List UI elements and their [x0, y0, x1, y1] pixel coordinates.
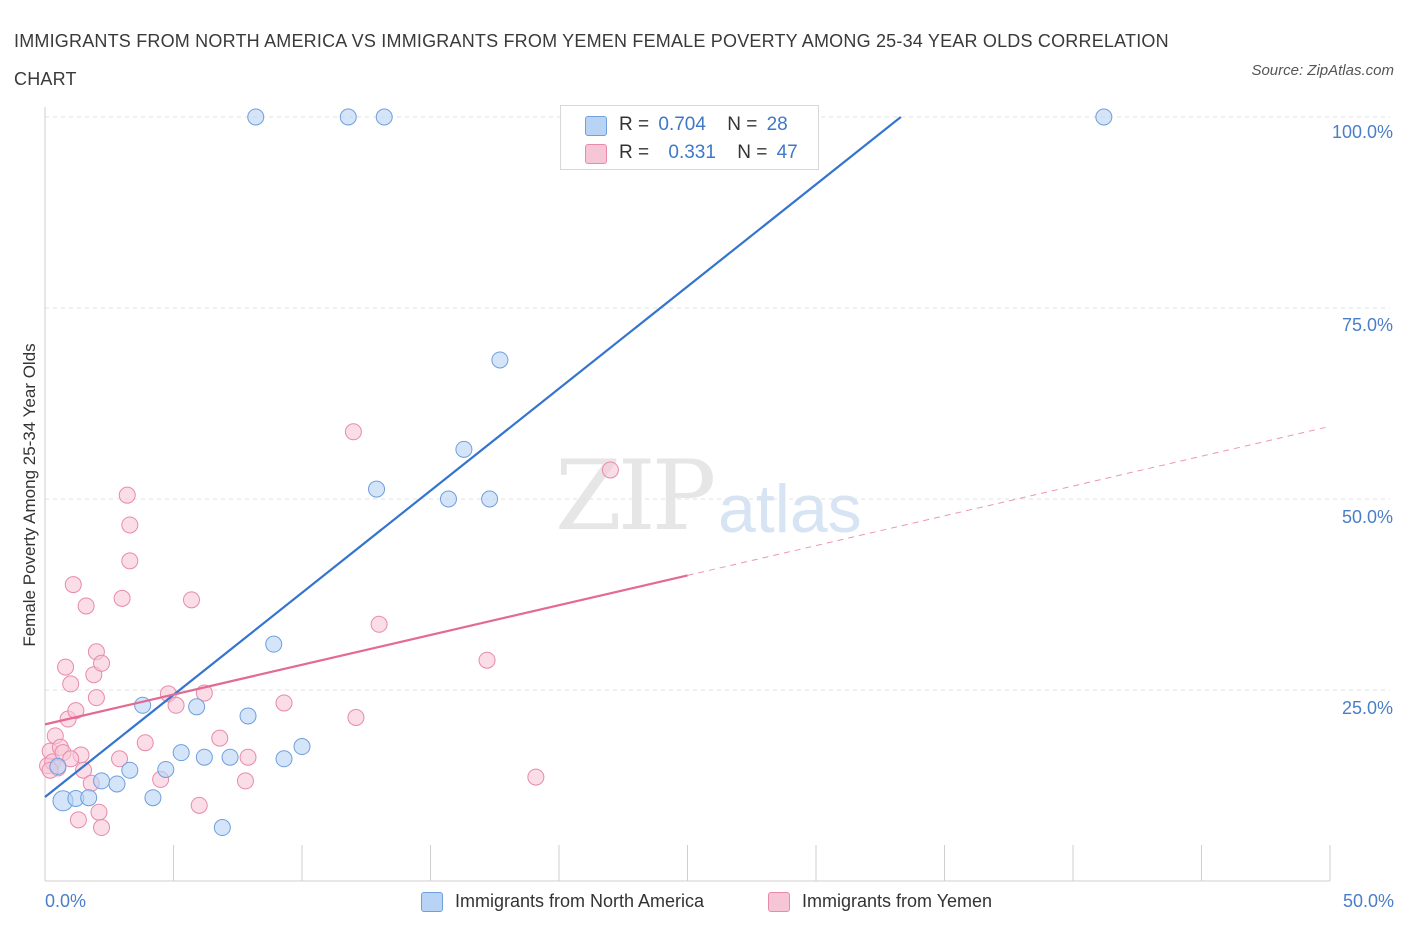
- point-north-america-11: [188, 698, 206, 716]
- point-yemen-24: [113, 589, 131, 607]
- x-tick-label-0: 0.0%: [45, 891, 87, 911]
- point-yemen-39: [344, 423, 362, 441]
- legend-r-label: R =: [619, 142, 650, 163]
- point-yemen-28: [136, 734, 154, 752]
- point-north-america-9: [157, 760, 175, 778]
- trend-line-yemen: [44, 574, 688, 726]
- point-yemen-14: [75, 761, 93, 779]
- point-north-america-20: [339, 108, 357, 126]
- y-tick-label-100: 100.0%: [1331, 122, 1393, 142]
- legend-n-label: N =: [737, 142, 768, 163]
- point-north-america-12: [195, 748, 213, 766]
- point-north-america-13: [213, 819, 231, 837]
- bottom-legend-label-yemen: Immigrants from Yemen: [802, 891, 993, 911]
- x-tick-label-50: 50.0%: [1342, 891, 1394, 911]
- legend-r-value-north-america: 0.704: [658, 114, 706, 135]
- point-north-america-24: [455, 440, 473, 458]
- point-north-america-15: [239, 707, 257, 725]
- point-north-america-17: [275, 750, 293, 768]
- point-yemen-36: [236, 772, 254, 790]
- point-north-america-14: [221, 748, 239, 766]
- point-yemen-11: [67, 702, 85, 720]
- point-yemen-43: [527, 768, 545, 786]
- point-yemen-22: [93, 654, 111, 672]
- point-yemen-42: [478, 651, 496, 669]
- point-yemen-44: [601, 461, 619, 479]
- correlation-legend: R = 0.704 N = 28 R = 0.331 N = 47: [560, 105, 819, 170]
- trend-line-yemen-projection: [687, 425, 1331, 576]
- point-north-america-27: [1095, 108, 1113, 126]
- point-yemen-26: [121, 516, 139, 534]
- point-north-america-5: [108, 775, 126, 793]
- legend-swatch-north-america: [585, 116, 607, 136]
- y-tick-label-50: 50.0%: [1341, 507, 1393, 527]
- point-yemen-46: [62, 750, 80, 768]
- point-yemen-9: [62, 675, 80, 693]
- point-yemen-35: [211, 729, 229, 747]
- point-yemen-32: [182, 591, 200, 609]
- watermark-atlas: atlas: [718, 471, 862, 547]
- point-north-america-4: [93, 772, 111, 790]
- point-north-america-25: [481, 490, 499, 508]
- legend-r-label: R =: [619, 114, 650, 135]
- source-label: Source: ZipAtlas.com: [1251, 62, 1394, 79]
- point-yemen-10: [64, 576, 82, 594]
- y-axis-label: Female Poverty Among 25-34 Year Olds: [20, 343, 39, 647]
- y-tick-label-25: 25.0%: [1341, 698, 1393, 718]
- point-yemen-15: [77, 597, 95, 615]
- point-north-america-26: [491, 351, 509, 369]
- legend-n-value-yemen: 47: [776, 142, 798, 163]
- legend-n-label: N =: [727, 114, 758, 135]
- bottom-legend-swatch-yemen: [768, 892, 790, 912]
- point-yemen-19: [87, 689, 105, 707]
- legend-r-value-yemen: 0.331: [668, 142, 716, 163]
- point-north-america-19: [293, 738, 311, 756]
- point-north-america-21: [368, 480, 386, 498]
- watermark-zip: ZIP: [555, 440, 716, 552]
- trend-line-north-america: [44, 116, 902, 798]
- point-north-america-23: [439, 490, 457, 508]
- point-north-america-8: [144, 789, 162, 807]
- point-yemen-38: [275, 694, 293, 712]
- point-north-america-16: [247, 108, 265, 126]
- point-yemen-12: [69, 811, 87, 829]
- bottom-legend-swatch-north-america: [421, 892, 443, 912]
- point-north-america-6: [121, 761, 139, 779]
- point-yemen-27: [121, 552, 139, 570]
- point-north-america-0: [49, 757, 67, 775]
- point-yemen-25: [118, 486, 136, 504]
- point-yemen-31: [167, 696, 185, 714]
- point-north-america-18: [265, 635, 283, 653]
- point-yemen-41: [370, 615, 388, 633]
- point-yemen-21: [93, 819, 111, 837]
- point-yemen-40: [347, 709, 365, 727]
- legend-n-value-north-america: 28: [766, 114, 788, 135]
- point-north-america-10: [172, 744, 190, 762]
- point-yemen-23: [111, 750, 129, 768]
- y-tick-label-75: 75.0%: [1341, 315, 1393, 335]
- bottom-legend-label-north-america: Immigrants from North America: [455, 891, 705, 911]
- chart-title: IMMIGRANTS FROM NORTH AMERICA VS IMMIGRA…: [14, 31, 1169, 89]
- legend-swatch-yemen: [585, 144, 607, 164]
- point-north-america-3: [80, 789, 98, 807]
- point-yemen-20: [90, 803, 108, 821]
- point-yemen-37: [239, 748, 257, 766]
- point-yemen-33: [190, 796, 208, 814]
- point-north-america-22: [375, 108, 393, 126]
- point-yemen-7: [57, 658, 75, 676]
